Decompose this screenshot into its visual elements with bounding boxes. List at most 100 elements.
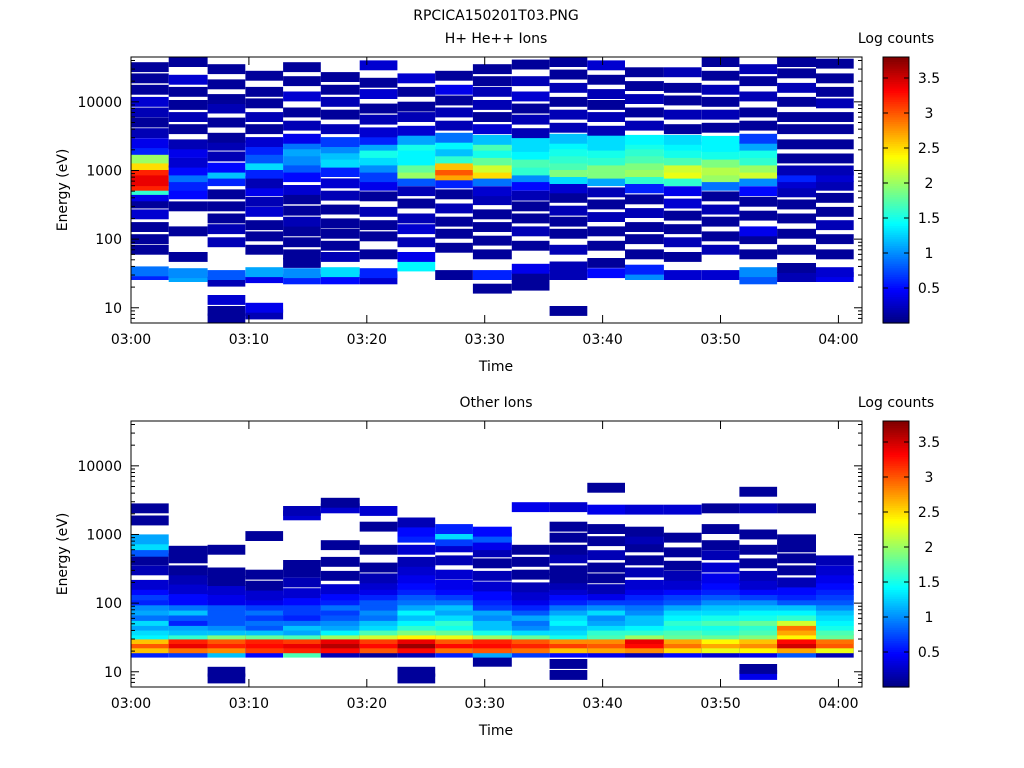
- x-tick-label: 03:30: [465, 696, 505, 712]
- heatmap-cell: [816, 165, 854, 176]
- heatmap-cell: [549, 573, 588, 584]
- colorbar-swatch: [883, 569, 909, 573]
- colorbar-swatch: [883, 139, 909, 142]
- heatmap-cell: [131, 198, 169, 209]
- colorbar-swatch: [883, 207, 909, 211]
- heatmap-cell: [359, 206, 398, 217]
- heatmap-cell: [663, 155, 702, 166]
- heatmap-cell: [472, 540, 512, 551]
- heatmap-cell: [587, 482, 625, 493]
- heatmap-cell: [359, 191, 398, 202]
- heatmap-cell: [511, 114, 550, 125]
- heatmap-cell: [816, 600, 854, 611]
- heatmap-cell: [701, 172, 740, 183]
- y-tick-label: 100: [95, 596, 122, 612]
- heatmap-cell: [777, 244, 816, 255]
- heatmap-cell: [701, 165, 740, 176]
- heatmap-cell: [131, 107, 169, 118]
- heatmap-cell: [207, 306, 246, 316]
- colorbar-swatch: [883, 653, 909, 657]
- heatmap-cell: [587, 524, 625, 534]
- heatmap-cell: [131, 222, 169, 232]
- heatmap-cell: [435, 70, 473, 81]
- heatmap-cell: [739, 120, 778, 131]
- heatmap-cell: [435, 616, 473, 626]
- colorbar-swatch: [883, 209, 909, 213]
- heatmap-cell: [131, 579, 169, 590]
- heatmap-cell: [283, 268, 321, 279]
- heatmap-cell: [701, 616, 740, 626]
- heatmap-cell: [587, 89, 625, 99]
- colorbar-swatch: [883, 598, 909, 602]
- heatmap-cell: [549, 183, 588, 194]
- heatmap-cell: [777, 153, 816, 164]
- colorbar-swatch: [883, 573, 909, 577]
- heatmap-cell: [435, 270, 473, 280]
- heatmap-cell: [587, 168, 625, 179]
- heatmap-cell: [397, 125, 436, 136]
- colorbar-swatch: [883, 61, 909, 65]
- colorbar-swatch: [883, 107, 909, 111]
- colorbar-swatch: [883, 198, 909, 202]
- colorbar-swatch: [883, 176, 909, 180]
- colorbar-swatch: [883, 618, 909, 622]
- heatmap-cell: [207, 189, 246, 200]
- heatmap-cell: [359, 114, 398, 125]
- colorbar-swatch: [883, 174, 909, 178]
- colorbar-swatch: [883, 567, 909, 571]
- heatmap-cell: [320, 616, 360, 626]
- heatmap-cell: [435, 120, 473, 131]
- colorbar-swatch: [883, 119, 909, 122]
- colorbar-swatch: [883, 554, 909, 557]
- heatmap-cell: [472, 140, 512, 151]
- heatmap-cell: [397, 101, 436, 112]
- heatmap-cell: [663, 270, 702, 280]
- colorbar-swatch: [883, 307, 909, 311]
- colorbar-swatch: [883, 680, 909, 684]
- colorbar-swatch: [883, 440, 909, 444]
- heatmap-cell: [511, 240, 550, 251]
- colorbar-label-2: Log counts: [858, 395, 934, 411]
- heatmap-cell: [168, 112, 208, 122]
- heatmap-cell: [359, 573, 398, 584]
- heatmap-cell: [587, 536, 625, 547]
- heatmap-cell: [359, 506, 398, 516]
- heatmap-cell: [777, 82, 816, 93]
- y-tick-label: 10: [104, 665, 122, 681]
- heatmap-cell: [663, 504, 702, 515]
- colorbar-swatch: [883, 68, 909, 71]
- heatmap-cell: [397, 595, 436, 606]
- colorbar-swatch: [883, 432, 909, 435]
- heatmap-cell: [625, 526, 664, 537]
- colorbar-swatch: [883, 627, 909, 630]
- heatmap-cell: [207, 313, 246, 323]
- heatmap-cell: [168, 57, 208, 67]
- heatmap-cell: [816, 153, 854, 164]
- colorbar-swatch: [883, 649, 909, 653]
- heatmap-cell: [511, 76, 550, 87]
- heatmap-cell: [320, 204, 360, 215]
- x-tick-label: 03:50: [700, 696, 740, 712]
- heatmap-cell: [131, 600, 169, 611]
- heatmap-cell: [816, 139, 854, 150]
- heatmap-cell: [777, 542, 816, 553]
- heatmap-cell: [397, 73, 436, 84]
- heatmap-cell: [245, 244, 284, 255]
- heatmap-cell: [397, 611, 436, 621]
- heatmap-cell: [739, 595, 778, 606]
- heatmap-cells-other: [131, 482, 854, 684]
- heatmap-cell: [663, 532, 702, 543]
- heatmap-cell: [625, 585, 664, 595]
- heatmap-cell: [397, 112, 436, 122]
- colorbar-swatch: [883, 463, 909, 466]
- colorbar-swatch: [883, 467, 909, 471]
- colorbar-swatch: [883, 642, 909, 646]
- heatmap-cell: [625, 542, 664, 553]
- heatmap-cell: [435, 569, 473, 580]
- heatmap-cell: [587, 226, 625, 237]
- y-axis-ticks-1: 10 100 1000 10000: [77, 60, 862, 324]
- heatmap-cell: [320, 556, 360, 567]
- heatmap-cell: [207, 585, 246, 595]
- colorbar-swatch: [883, 85, 909, 89]
- heatmap-cell: [397, 616, 436, 626]
